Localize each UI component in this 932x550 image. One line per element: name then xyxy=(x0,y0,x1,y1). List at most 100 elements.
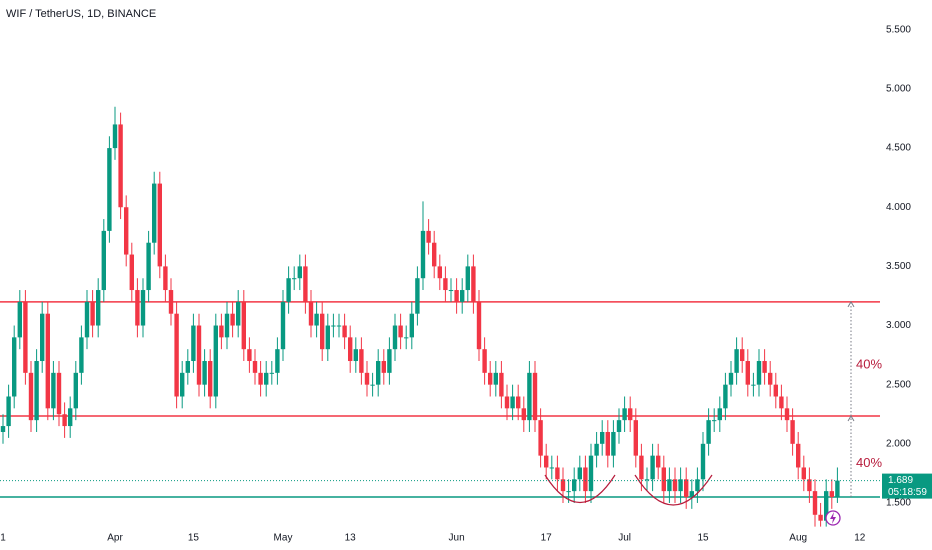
y-tick-label: 5.500 xyxy=(886,24,911,35)
candle-body xyxy=(264,372,269,385)
candle-body xyxy=(146,242,151,291)
candle-body xyxy=(549,467,554,469)
candle-body xyxy=(476,301,482,350)
candle-body xyxy=(723,384,728,409)
candle-body xyxy=(0,426,6,432)
candle-body xyxy=(308,301,314,326)
x-tick-label: 17 xyxy=(541,533,553,544)
candle-body xyxy=(807,479,812,492)
x-tick-label: Jun xyxy=(449,533,465,544)
candle-body xyxy=(577,467,582,480)
candle-body xyxy=(684,479,689,498)
candle-body xyxy=(516,396,521,409)
pattern-arc xyxy=(544,474,616,503)
candle-body xyxy=(448,290,454,292)
candle-body xyxy=(600,431,605,444)
candle-body xyxy=(129,254,134,291)
candle-body xyxy=(784,408,790,421)
candle-body xyxy=(180,372,185,397)
candle-body xyxy=(219,325,224,338)
candle-body xyxy=(756,361,762,385)
candle-body xyxy=(482,349,487,373)
candle-body xyxy=(493,372,498,385)
y-tick-label: 4.000 xyxy=(886,202,911,213)
candle-body xyxy=(728,372,734,385)
candle-body xyxy=(773,384,778,397)
candle-body xyxy=(409,313,414,338)
candle-body xyxy=(56,372,62,415)
alert-icon-bolt xyxy=(830,512,836,524)
candle-body xyxy=(594,443,599,456)
candle-body xyxy=(622,408,627,421)
candle-body xyxy=(588,455,594,492)
candle-body xyxy=(51,372,56,409)
candle-body xyxy=(292,278,297,280)
candle-body xyxy=(829,491,834,498)
candle-body xyxy=(762,361,767,373)
candle-body xyxy=(437,266,442,279)
candle-body xyxy=(84,301,90,338)
last-price-label: 1.689 xyxy=(888,475,913,486)
candle-body xyxy=(443,278,448,291)
candle-body xyxy=(62,414,67,427)
candle-body xyxy=(12,337,17,397)
y-tick-label: 1.500 xyxy=(886,498,911,509)
candle-body xyxy=(768,372,773,385)
candle-body xyxy=(650,455,655,480)
candle-body xyxy=(297,266,302,279)
x-tick-label: 1 xyxy=(0,533,6,544)
candle-body xyxy=(336,325,342,327)
candle-body xyxy=(566,491,571,493)
candle-body xyxy=(140,290,146,326)
y-tick-label: 4.500 xyxy=(886,143,911,154)
candle-body xyxy=(163,266,168,291)
candle-body xyxy=(454,290,459,302)
last-price-box xyxy=(882,473,932,499)
candle-body xyxy=(790,420,795,444)
candle-body xyxy=(488,372,493,385)
candle-body xyxy=(28,372,34,421)
candle-body xyxy=(678,479,683,492)
candle-body xyxy=(185,361,190,373)
candle-body xyxy=(616,420,622,432)
candle-body xyxy=(415,278,420,314)
candle-body xyxy=(818,514,823,521)
candle-body xyxy=(734,349,739,373)
annotation: 40% xyxy=(856,356,882,371)
candle-body xyxy=(392,325,398,350)
x-tick-label: 15 xyxy=(697,533,709,544)
candle-body xyxy=(258,372,263,385)
candle-body xyxy=(118,124,123,208)
candle-body xyxy=(432,242,437,267)
candle-body xyxy=(639,455,644,480)
y-tick-label: 3.000 xyxy=(886,320,911,331)
candle-body xyxy=(695,479,700,492)
candle-body xyxy=(605,431,610,456)
candle-body xyxy=(325,325,330,350)
candle-body xyxy=(286,278,291,302)
countdown-label: 05:18:59 xyxy=(888,487,927,498)
candle-body xyxy=(510,396,515,409)
candle-body xyxy=(196,325,202,385)
arrow-head xyxy=(847,300,855,308)
candle-body xyxy=(191,325,196,362)
candle-body xyxy=(644,479,650,481)
candle-body xyxy=(398,325,403,338)
candle-body xyxy=(706,420,711,444)
candle-body xyxy=(275,349,280,373)
candle-body xyxy=(213,325,218,397)
candle-body xyxy=(168,290,174,314)
candle-body xyxy=(633,420,638,456)
candle-body xyxy=(73,372,78,409)
candle-body xyxy=(700,443,706,480)
candle-body xyxy=(45,313,50,409)
candle-body xyxy=(6,396,11,427)
y-tick-label: 2.500 xyxy=(886,379,911,390)
candle-body xyxy=(420,230,426,279)
pattern-arc xyxy=(634,474,713,506)
candle-body xyxy=(527,372,532,421)
candle-body xyxy=(404,337,409,339)
candle-body xyxy=(280,301,286,350)
candle-body xyxy=(689,491,694,498)
candle-body xyxy=(224,313,230,338)
